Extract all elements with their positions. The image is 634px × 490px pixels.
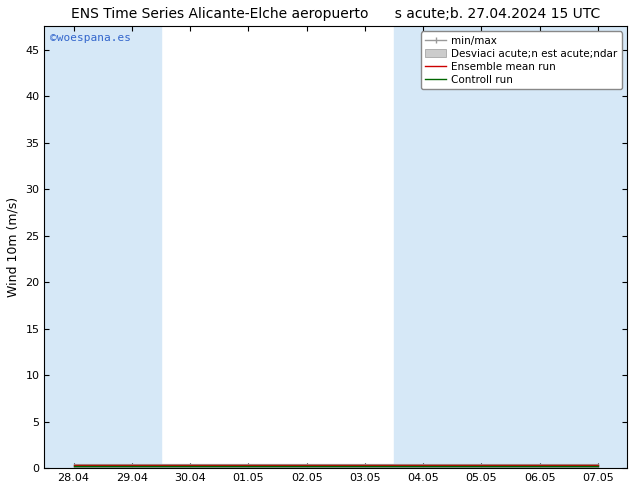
Bar bbox=[510, 26, 627, 468]
Bar bbox=[394, 26, 510, 468]
Legend: min/max, Desviaci acute;n est acute;ndar, Ensemble mean run, Controll run: min/max, Desviaci acute;n est acute;ndar… bbox=[421, 31, 622, 89]
Title: ENS Time Series Alicante-Elche aeropuerto      s acute;b. 27.04.2024 15 UTC: ENS Time Series Alicante-Elche aeropuert… bbox=[71, 7, 600, 21]
Bar bbox=[44, 26, 161, 468]
Y-axis label: Wind 10m (m/s): Wind 10m (m/s) bbox=[7, 197, 20, 297]
Text: ©woespana.es: ©woespana.es bbox=[50, 33, 131, 43]
